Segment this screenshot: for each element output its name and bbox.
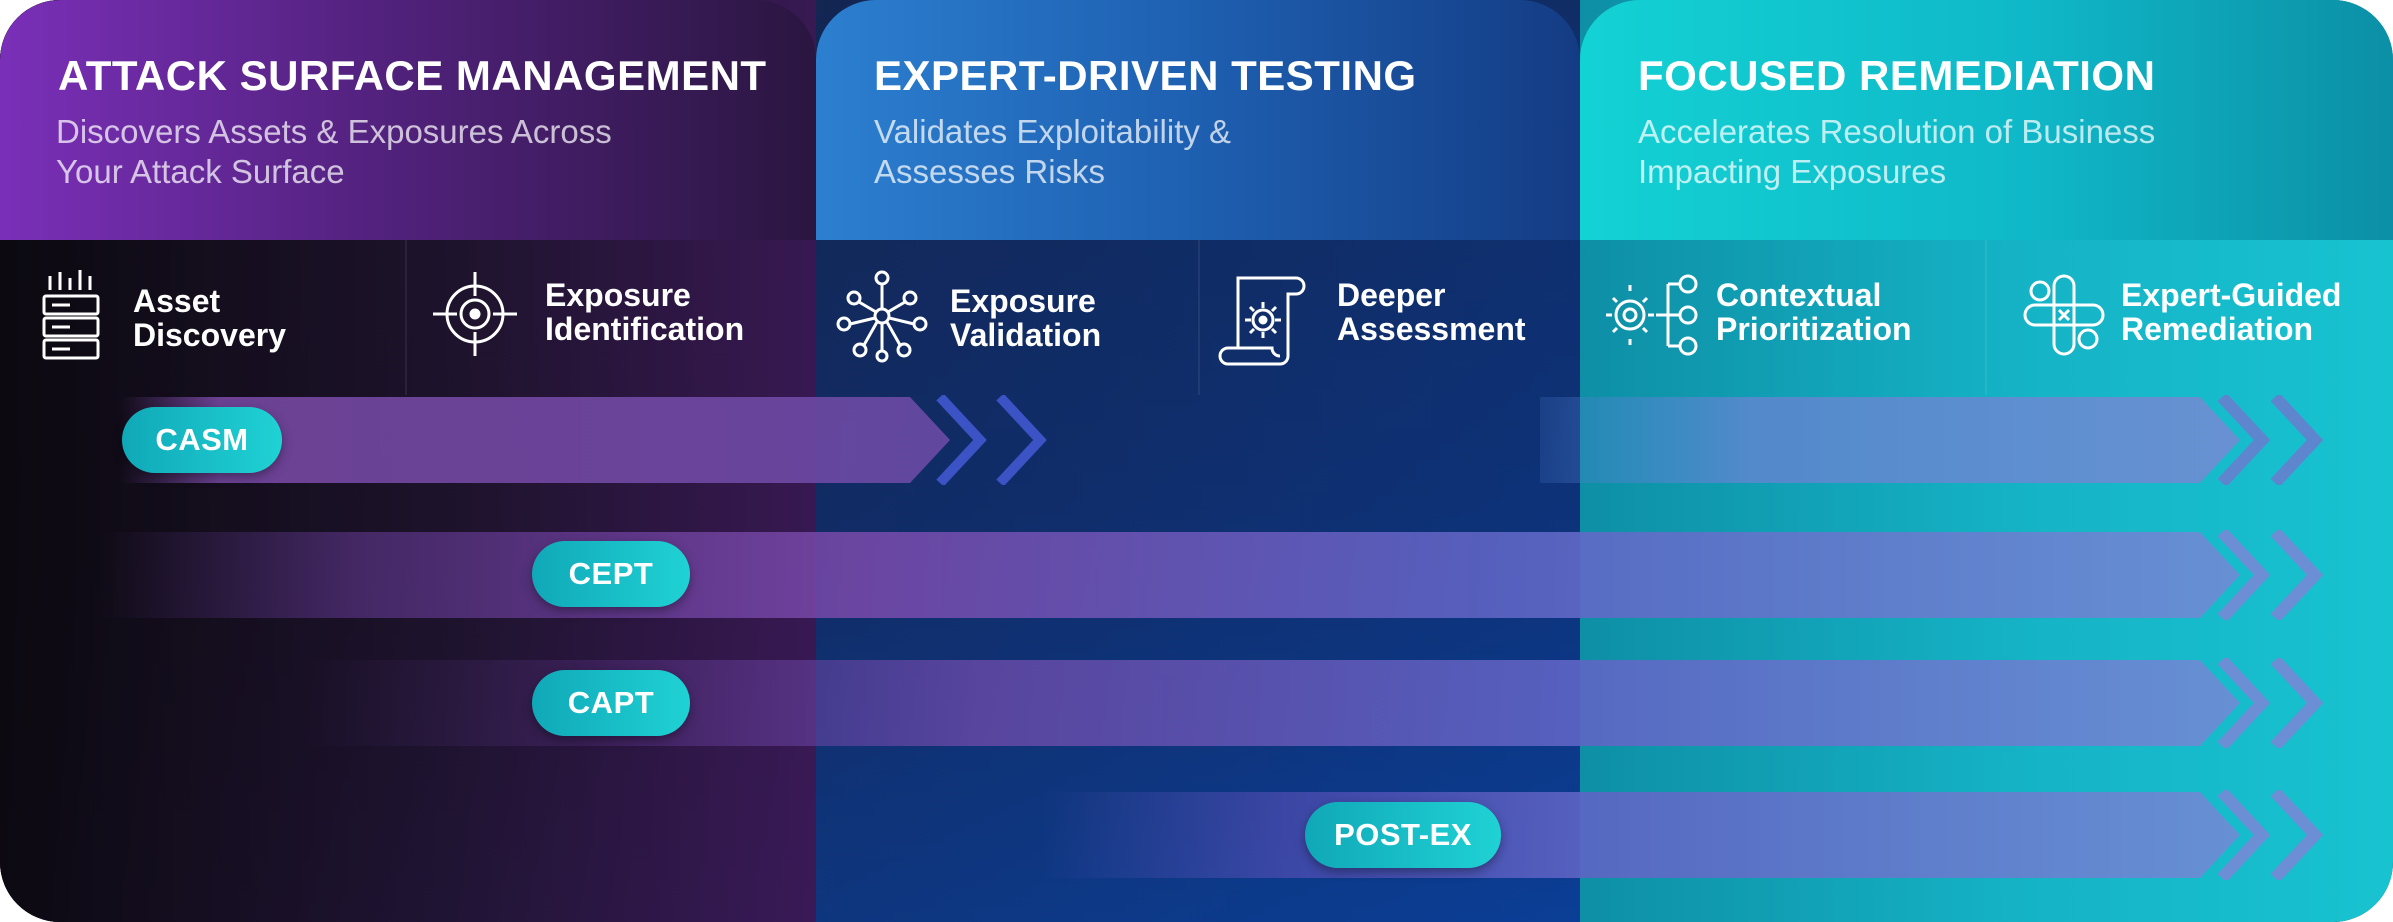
step-label: Asset Discovery <box>133 283 286 353</box>
server-stack-icon <box>40 268 106 373</box>
crosshair-target-icon <box>429 268 521 365</box>
step-deeper-assessment: Deeper Assessment <box>1198 240 1580 395</box>
step-exposure-validation: Exposure Validation <box>816 240 1198 395</box>
header-attack-surface-management: ATTACK SURFACE MANAGEMENT Discovers Asse… <box>0 0 816 240</box>
band-casm: CASM <box>0 395 2393 485</box>
column-subtitle: Validates Exploitability & Assesses Risk… <box>874 113 1232 190</box>
step-label: Deeper Assessment <box>1337 277 1526 347</box>
step-divider <box>1198 240 1200 395</box>
step-exposure-identification: Exposure Identification <box>405 240 816 395</box>
step-label: Expert-Guided Remediation <box>2121 277 2342 347</box>
step-divider <box>1985 240 1987 395</box>
step-label: Contextual Prioritization <box>1716 277 1912 347</box>
band-label-pill: CAPT <box>532 670 690 736</box>
bandage-cross-icon <box>2021 272 2107 363</box>
band-capt: CAPT <box>0 658 2393 748</box>
header-expert-driven-testing: EXPERT-DRIVEN TESTING Validates Exploita… <box>816 0 1580 240</box>
band-label-pill: POST-EX <box>1305 802 1501 868</box>
header-focused-remediation: FOCUSED REMEDIATION Accelerates Resoluti… <box>1580 0 2393 240</box>
column-title: FOCUSED REMEDIATION <box>1638 52 2156 99</box>
network-nodes-icon <box>834 268 930 369</box>
step-label: Exposure Identification <box>545 277 745 347</box>
gear-hierarchy-icon <box>1602 270 1702 365</box>
column-title: EXPERT-DRIVEN TESTING <box>874 52 1417 99</box>
scroll-gear-icon <box>1218 272 1308 373</box>
band-cept: CEPT <box>0 530 2393 620</box>
step-contextual-prioritization: Contextual Prioritization <box>1580 240 1985 395</box>
column-title: ATTACK SURFACE MANAGEMENT <box>58 52 767 99</box>
step-divider <box>405 240 407 395</box>
step-expert-guided-remediation: Expert-Guided Remediation <box>1985 240 2393 395</box>
step-asset-discovery: Asset Discovery <box>0 240 405 395</box>
band-post-ex: POST-EX <box>0 790 2393 880</box>
band-label-pill: CASM <box>122 407 282 473</box>
column-subtitle: Accelerates Resolution of Business Impac… <box>1638 113 2156 190</box>
column-subtitle: Discovers Assets & Exposures Across Your… <box>56 113 612 190</box>
band-label-pill: CEPT <box>532 541 690 607</box>
step-label: Exposure Validation <box>950 283 1102 353</box>
